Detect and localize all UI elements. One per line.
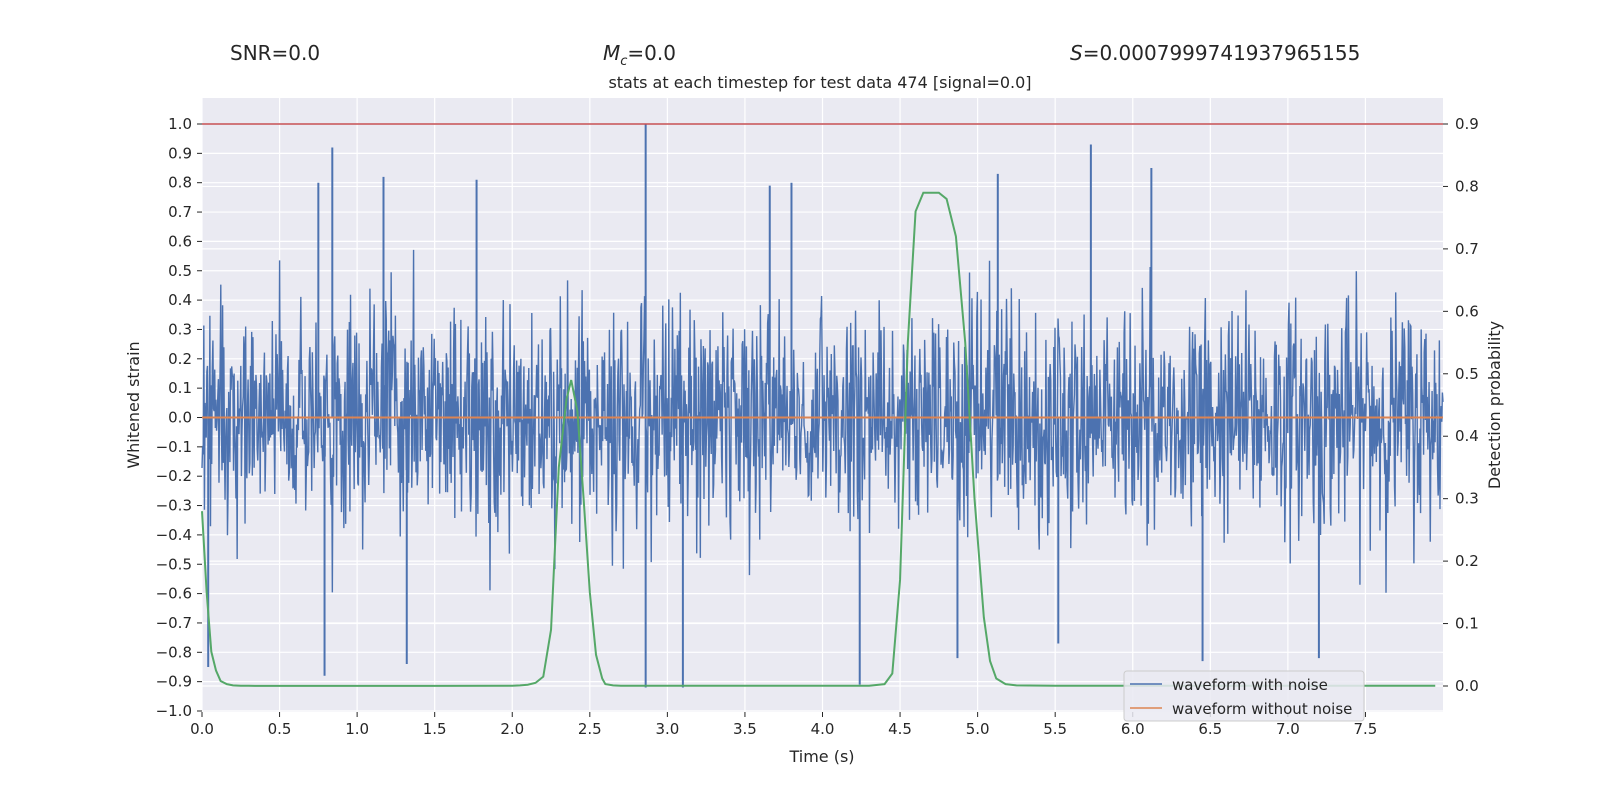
series-waveform-with-noise [201, 249, 1444, 593]
s-statistic-label: S=0.0007999741937965155 [1070, 41, 1360, 65]
spike-group [207, 124, 1320, 688]
y2-tick-label: 0.2 [1455, 552, 1479, 570]
y-tick-label: 0.5 [168, 262, 192, 280]
x-tick-label: 3.0 [655, 720, 679, 738]
y-tick-label: 0.8 [168, 174, 192, 192]
y2-tick-label: 0.3 [1455, 490, 1479, 508]
y2-tick-label: 0.6 [1455, 302, 1479, 320]
chirp-mass-label: Mc=0.0 [603, 41, 676, 69]
y2-tick-label: 0.0 [1455, 677, 1479, 695]
y2-tick-label: 0.9 [1455, 115, 1479, 133]
x-tick-label: 6.5 [1198, 720, 1222, 738]
legend-box [1123, 670, 1365, 722]
x-tick-label: 4.0 [811, 720, 835, 738]
y-tick-label: 0.4 [168, 291, 192, 309]
y2-tick-label: 0.1 [1455, 615, 1479, 633]
x-axis-label: Time (s) [788, 747, 854, 766]
x-tick-label: 0.5 [268, 720, 292, 738]
y-tick-label: 0.0 [168, 409, 192, 427]
x-tick-label: 5.5 [1043, 720, 1067, 738]
x-tick-label: 7.5 [1354, 720, 1378, 738]
x-tick-label: 0.0 [190, 720, 214, 738]
x-tick-label: 5.0 [966, 720, 990, 738]
y-tick-label: −0.6 [156, 585, 192, 603]
x-tick-label: 7.0 [1276, 720, 1300, 738]
y2-axis-label: Detection probability [1485, 321, 1504, 489]
chart-title: stats at each timestep for test data 474… [608, 73, 1031, 92]
chirp-mass-symbol: M [603, 41, 620, 65]
y-tick-label: 0.7 [168, 203, 192, 221]
y-tick-label: −0.7 [156, 614, 192, 632]
y-tick-label: −0.1 [156, 438, 192, 456]
y-tick-label: −0.8 [156, 643, 192, 661]
y2-tick-label: 0.7 [1455, 240, 1479, 258]
s-statistic-symbol: S [1070, 41, 1083, 65]
x-tick-label: 6.0 [1121, 720, 1145, 738]
y-tick-label: −0.3 [156, 497, 192, 515]
y2-tick-label: 0.8 [1455, 177, 1479, 195]
y-tick-label: −0.5 [156, 555, 192, 573]
y-tick-label: 0.2 [168, 350, 192, 368]
series-line-waveform-with-noise [201, 249, 1444, 593]
y-tick-label: −0.4 [156, 526, 192, 544]
legend-label-clean: waveform without noise [1172, 700, 1352, 718]
y-axis-label: Whitened strain [124, 341, 143, 468]
line-group [201, 123, 1443, 687]
x-tick-label: 1.0 [345, 720, 369, 738]
x-tick-label: 2.0 [500, 720, 524, 738]
x-tick-label: 3.5 [733, 720, 757, 738]
y-tick-label: 0.3 [168, 320, 192, 338]
chirp-mass-subscript: c [620, 54, 627, 69]
s-statistic-value: =0.0007999741937965155 [1083, 41, 1361, 65]
y2-tick-label: 0.5 [1455, 365, 1479, 383]
legend-label-noise: waveform with noise [1172, 676, 1328, 694]
chirp-mass-value: =0.0 [627, 41, 676, 65]
y-tick-label: −0.9 [156, 673, 192, 691]
x-tick-label: 1.5 [423, 720, 447, 738]
legend: waveform with noise waveform without noi… [1123, 670, 1365, 722]
y-tick-label: −1.0 [156, 702, 192, 720]
tick-group: 0.0 0.5 1.0 1.5 2.0 2.5 3.0 3.5 4.0 4.5 5.0 5.5 6.0 6… [156, 115, 1479, 738]
y-tick-label: 1.0 [168, 115, 192, 133]
x-tick-label: 4.5 [888, 720, 912, 738]
y2-tick-label: 0.4 [1455, 427, 1479, 445]
series-line-detection-probability [201, 191, 1436, 687]
snr-label: SNR=0.0 [230, 41, 320, 65]
y-tick-label: −0.2 [156, 467, 192, 485]
y-tick-label: 0.1 [168, 379, 192, 397]
x-tick-label: 2.5 [578, 720, 602, 738]
y-tick-label: 0.9 [168, 144, 192, 162]
y-tick-label: 0.6 [168, 232, 192, 250]
